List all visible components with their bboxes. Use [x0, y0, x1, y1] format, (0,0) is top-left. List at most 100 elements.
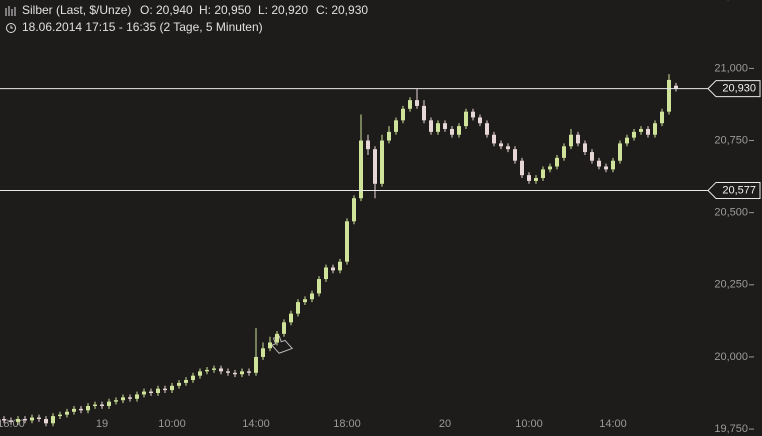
quote-high: H: 20,950	[199, 3, 251, 17]
candle-body	[282, 322, 286, 334]
quote-close: C: 20,930	[316, 3, 368, 17]
candle-body	[86, 405, 90, 411]
signal-icon	[270, 335, 294, 354]
candle-body	[520, 160, 524, 176]
x-tick-label: 10:00	[158, 418, 186, 430]
y-tick-label: 20,250	[714, 279, 748, 291]
candle-body	[513, 149, 517, 161]
candle-body	[156, 388, 160, 394]
candle-body	[268, 342, 272, 349]
candle-body	[604, 166, 608, 170]
level-label: 20,577	[722, 184, 756, 196]
candle-body	[247, 371, 251, 373]
candle-body	[170, 385, 174, 391]
y-tick-label: 20,500	[714, 207, 748, 219]
candle-body	[142, 391, 146, 395]
chart-title: Silber (Last, $/Unze)	[22, 3, 131, 17]
candle-body	[191, 375, 195, 381]
candle-body	[450, 128, 454, 135]
candle-body	[345, 221, 349, 262]
candle-body	[646, 128, 650, 135]
candle-body	[51, 416, 55, 424]
candle-body	[65, 411, 69, 415]
candle-body	[583, 143, 587, 153]
x-tick-label: 14:00	[242, 418, 270, 430]
candle-body	[660, 111, 664, 124]
level-label: 20,930	[722, 82, 756, 94]
candle-body	[23, 418, 27, 421]
x-tick-label: 20	[439, 418, 451, 430]
candle-body	[135, 394, 139, 399]
candle-body	[338, 261, 342, 271]
candle-body	[394, 120, 398, 132]
candle-body	[492, 134, 496, 144]
candle-body	[240, 371, 244, 375]
candle-body	[233, 372, 237, 375]
level-tag	[707, 80, 761, 98]
candle-body	[177, 382, 181, 386]
x-tick-label: 19	[96, 418, 108, 430]
candle-body	[576, 134, 580, 144]
candle-body	[387, 131, 391, 141]
candle-body	[422, 105, 426, 121]
quote-open: O: 20,940	[140, 3, 193, 17]
candle-body	[625, 137, 629, 144]
candle-body	[317, 279, 321, 294]
quote-low: L: 20,920	[258, 3, 308, 17]
candle-body	[667, 79, 671, 112]
candle-body	[275, 333, 279, 343]
candle-body	[79, 408, 83, 411]
candle-body	[261, 348, 265, 357]
y-tick-label: 20,000	[714, 351, 748, 363]
candle-body	[499, 143, 503, 147]
candle-body	[401, 108, 405, 121]
x-tick-label: 14:00	[599, 418, 627, 430]
x-tick-label: 10:00	[515, 418, 543, 430]
candle-body	[254, 356, 258, 373]
x-tick-label: 18:00	[333, 418, 361, 430]
candle-body	[443, 123, 447, 129]
candle-body	[331, 267, 335, 271]
clock-hands	[10, 25, 13, 29]
candle-body	[380, 140, 384, 184]
candle-body	[632, 131, 636, 138]
candle-body	[429, 120, 433, 132]
candle-body	[373, 149, 377, 184]
candle-body	[212, 368, 216, 370]
candle-body	[352, 198, 356, 222]
candle-body	[506, 146, 510, 150]
candle-body	[534, 178, 538, 181]
chart-subtitle: 18.06.2014 17:15 - 16:35 (2 Tage, 5 Minu…	[22, 20, 263, 34]
candle-body	[303, 299, 307, 303]
candle-body	[324, 267, 328, 280]
y-tick-label: 19,750	[714, 423, 748, 435]
candle-body	[184, 380, 188, 383]
candle-body	[569, 134, 573, 147]
candle-body	[471, 111, 475, 118]
candle-body	[107, 401, 111, 406]
candle-body	[485, 123, 489, 135]
candle-body	[37, 417, 41, 419]
candle-body	[58, 414, 62, 417]
candle-body	[219, 368, 223, 372]
candle-body	[618, 143, 622, 161]
candle-body	[366, 140, 370, 150]
candle-body	[415, 100, 419, 106]
candle-body	[100, 404, 104, 406]
candle-body	[2, 418, 6, 421]
candle-body	[408, 100, 412, 109]
candle-body	[653, 123, 657, 135]
candle-body	[310, 293, 314, 300]
candle-body	[611, 160, 615, 170]
candle-body	[597, 160, 601, 167]
candle-body	[9, 420, 13, 422]
candle-body	[639, 128, 643, 132]
candle-body	[457, 126, 461, 135]
candle-body	[527, 175, 531, 181]
y-tick-label: 21,250	[714, 0, 748, 2]
candle-body	[289, 313, 293, 323]
y-tick-label: 20,750	[714, 134, 748, 146]
candle-body	[205, 369, 209, 372]
candle-body	[114, 400, 118, 402]
